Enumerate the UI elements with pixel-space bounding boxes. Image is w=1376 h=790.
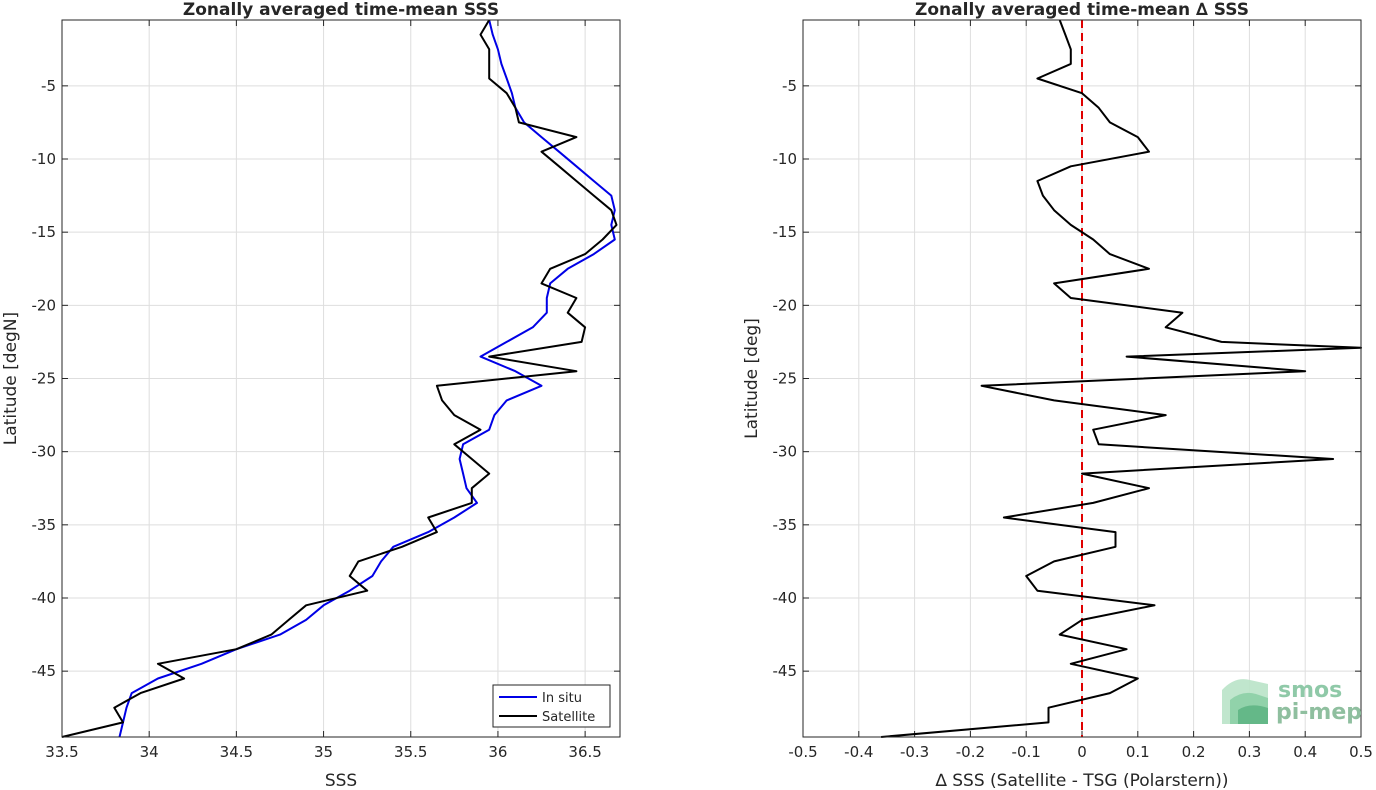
x-tick-label: 0.1 bbox=[1126, 743, 1150, 761]
axes-frame bbox=[802, 19, 1362, 738]
tick-marks bbox=[802, 20, 1362, 737]
x-tick-label: 36.5 bbox=[568, 743, 601, 761]
x-tick-label: -0.5 bbox=[788, 743, 817, 761]
y-tick-label: -40 bbox=[32, 589, 57, 607]
y-tick-label: -20 bbox=[32, 296, 57, 314]
smos-pi-mep-logo: smos pi-mep bbox=[1222, 678, 1362, 725]
y-tick-label: -15 bbox=[32, 223, 57, 241]
y-axis-label: Latitude [degN] bbox=[1, 312, 21, 445]
y-tick-label: -20 bbox=[773, 296, 798, 314]
y-tick-label: -25 bbox=[773, 370, 798, 388]
y-tick-label: -45 bbox=[32, 662, 57, 680]
chart-title: Zonally averaged time-mean ∆ SSS bbox=[915, 0, 1249, 20]
grid bbox=[61, 20, 620, 737]
chart-title: Zonally averaged time-mean SSS bbox=[183, 0, 499, 20]
y-tick-label: -10 bbox=[32, 150, 57, 168]
legend-box bbox=[492, 684, 611, 728]
x-tick-label: -0.2 bbox=[956, 743, 985, 761]
logo-text-smos: smos bbox=[1278, 678, 1342, 703]
logo-text-pi-mep: pi-mep bbox=[1276, 700, 1362, 725]
x-tick-label: 34 bbox=[140, 743, 159, 761]
x-tick-label: 0 bbox=[1077, 743, 1087, 761]
y-tick-label: -5 bbox=[782, 77, 797, 95]
y-tick-label: -10 bbox=[773, 150, 798, 168]
x-axis-label: ∆ SSS (Satellite - TSG (Polarstern)) bbox=[934, 771, 1228, 790]
x-tick-label: 0.3 bbox=[1237, 743, 1261, 761]
x-tick-label: 0.5 bbox=[1349, 743, 1373, 761]
series-line-in-situ bbox=[118, 19, 616, 738]
y-tick-label: -25 bbox=[32, 370, 57, 388]
right-panel: -0.5 -0.4 -0.3 -0.2 -0.1 0 0.1 0.2 0.3 0.4 0.5 -5 -1… bbox=[742, 0, 1373, 790]
x-tick-label: 33.5 bbox=[45, 743, 78, 761]
x-axis-label: SSS bbox=[325, 771, 357, 790]
legend-label-satellite: Satellite bbox=[542, 710, 595, 725]
series-line-satellite bbox=[61, 19, 618, 738]
x-tick-label: 36 bbox=[488, 743, 507, 761]
y-tick-label: -40 bbox=[773, 589, 798, 607]
tick-marks bbox=[61, 20, 620, 737]
x-tick-label: -0.1 bbox=[1012, 743, 1041, 761]
x-tick-label: 0.4 bbox=[1293, 743, 1317, 761]
y-tick-label: -5 bbox=[41, 77, 56, 95]
x-tick-label: 35.5 bbox=[394, 743, 427, 761]
legend: In situ Satellite bbox=[492, 684, 611, 728]
y-tick-label: -45 bbox=[773, 662, 798, 680]
legend-label-in-situ: In situ bbox=[542, 691, 582, 706]
tick-labels: 33.5 34 34.5 35 35.5 36 36.5 -5 -10 -15 -20 -25 -30 -… bbox=[32, 77, 602, 761]
y-tick-label: -35 bbox=[773, 516, 798, 534]
axes-frame bbox=[61, 19, 621, 738]
series-layer bbox=[881, 19, 1362, 738]
x-tick-label: -0.4 bbox=[844, 743, 873, 761]
x-tick-label: 34.5 bbox=[220, 743, 253, 761]
x-tick-label: 0.2 bbox=[1182, 743, 1206, 761]
x-tick-label: 35 bbox=[314, 743, 333, 761]
wave-icon bbox=[1222, 679, 1268, 724]
left-panel: 33.5 34 34.5 35 35.5 36 36.5 -5 -10 -15 -20 -25 -30 -… bbox=[1, 0, 621, 790]
y-tick-label: -35 bbox=[32, 516, 57, 534]
series-layer bbox=[61, 19, 618, 738]
y-tick-label: -30 bbox=[32, 443, 57, 461]
x-tick-label: -0.3 bbox=[900, 743, 929, 761]
series-line-delta-sss bbox=[881, 19, 1362, 738]
y-tick-label: -30 bbox=[773, 443, 798, 461]
y-tick-label: -15 bbox=[773, 223, 798, 241]
y-axis-label: Latitude [deg] bbox=[742, 318, 762, 439]
tick-labels: -0.5 -0.4 -0.3 -0.2 -0.1 0 0.1 0.2 0.3 0.4 0.5 -5 -1… bbox=[773, 77, 1373, 761]
